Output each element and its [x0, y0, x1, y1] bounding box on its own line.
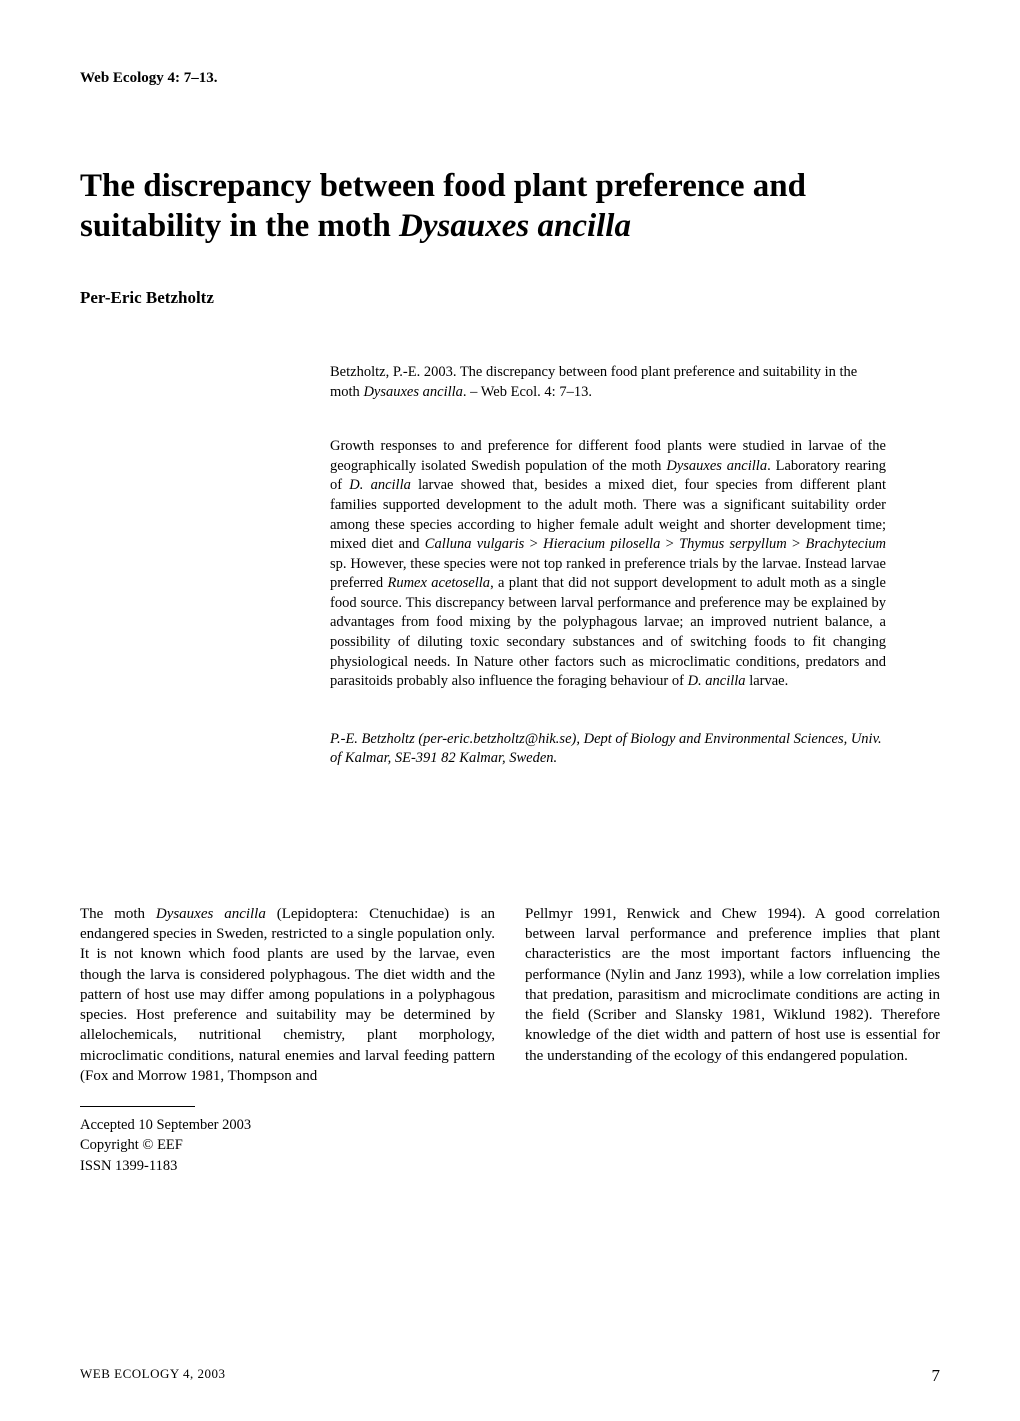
body-species: Dysauxes ancilla	[156, 906, 266, 922]
abstract-species: Thymus serpyllum	[679, 536, 787, 552]
abstract-species: D. ancilla	[349, 477, 411, 493]
footer-journal: WEB ECOLOGY 4, 2003	[80, 1366, 226, 1386]
column-right: Pellmyr 1991, Renwick and Chew 1994). A …	[525, 904, 940, 1176]
article-title: The discrepancy between food plant prefe…	[80, 167, 940, 246]
page-number: 7	[932, 1366, 941, 1386]
citation-species: Dysauxes ancilla	[363, 384, 462, 400]
footnote-separator	[80, 1106, 195, 1107]
copyright-notice: Copyright © EEF	[80, 1135, 495, 1155]
body-text: (Lepidoptera: Ctenuchidae) is an endange…	[80, 906, 495, 1084]
accepted-date: Accepted 10 September 2003	[80, 1115, 495, 1135]
column-left: The moth Dysauxes ancilla (Lepidoptera: …	[80, 904, 495, 1176]
body-text: Pellmyr 1991, Renwick and Chew 1994). A …	[525, 906, 940, 1064]
body-text: The moth Dysauxes ancilla (Lepidoptera: …	[80, 904, 940, 1176]
abstract-text: larvae.	[746, 673, 789, 689]
body-text: The moth	[80, 906, 156, 922]
abstract-text: >	[787, 536, 806, 552]
abstract-species: Calluna vulgaris	[425, 536, 525, 552]
title-species-name: Dysauxes ancilla	[399, 208, 631, 244]
journal-reference: Web Ecology 4: 7–13.	[80, 70, 940, 87]
abstract-species: Brachytecium	[805, 536, 886, 552]
citation-tail: . – Web Ecol. 4: 7–13.	[463, 384, 592, 400]
abstract-species: Dysauxes ancilla	[666, 458, 767, 474]
page-footer: WEB ECOLOGY 4, 2003 7	[80, 1366, 940, 1386]
abstract-text: >	[660, 536, 679, 552]
footnotes: Accepted 10 September 2003 Copyright © E…	[80, 1115, 495, 1176]
abstract-species: Hieracium pilosella	[543, 536, 660, 552]
abstract-species: Rumex acetosella	[387, 575, 490, 591]
abstract-text: >	[524, 536, 543, 552]
abstract-species: D. ancilla	[688, 673, 746, 689]
abstract: Growth responses to and preference for d…	[330, 437, 886, 691]
issn: ISSN 1399-1183	[80, 1156, 495, 1176]
author-affiliation: P.-E. Betzholtz (per-eric.betzholtz@hik.…	[330, 730, 886, 769]
citation: Betzholtz, P.-E. 2003. The discrepancy b…	[330, 363, 886, 402]
author-name: Per-Eric Betzholtz	[80, 288, 940, 308]
abstract-text: , a plant that did not support developme…	[330, 575, 886, 689]
